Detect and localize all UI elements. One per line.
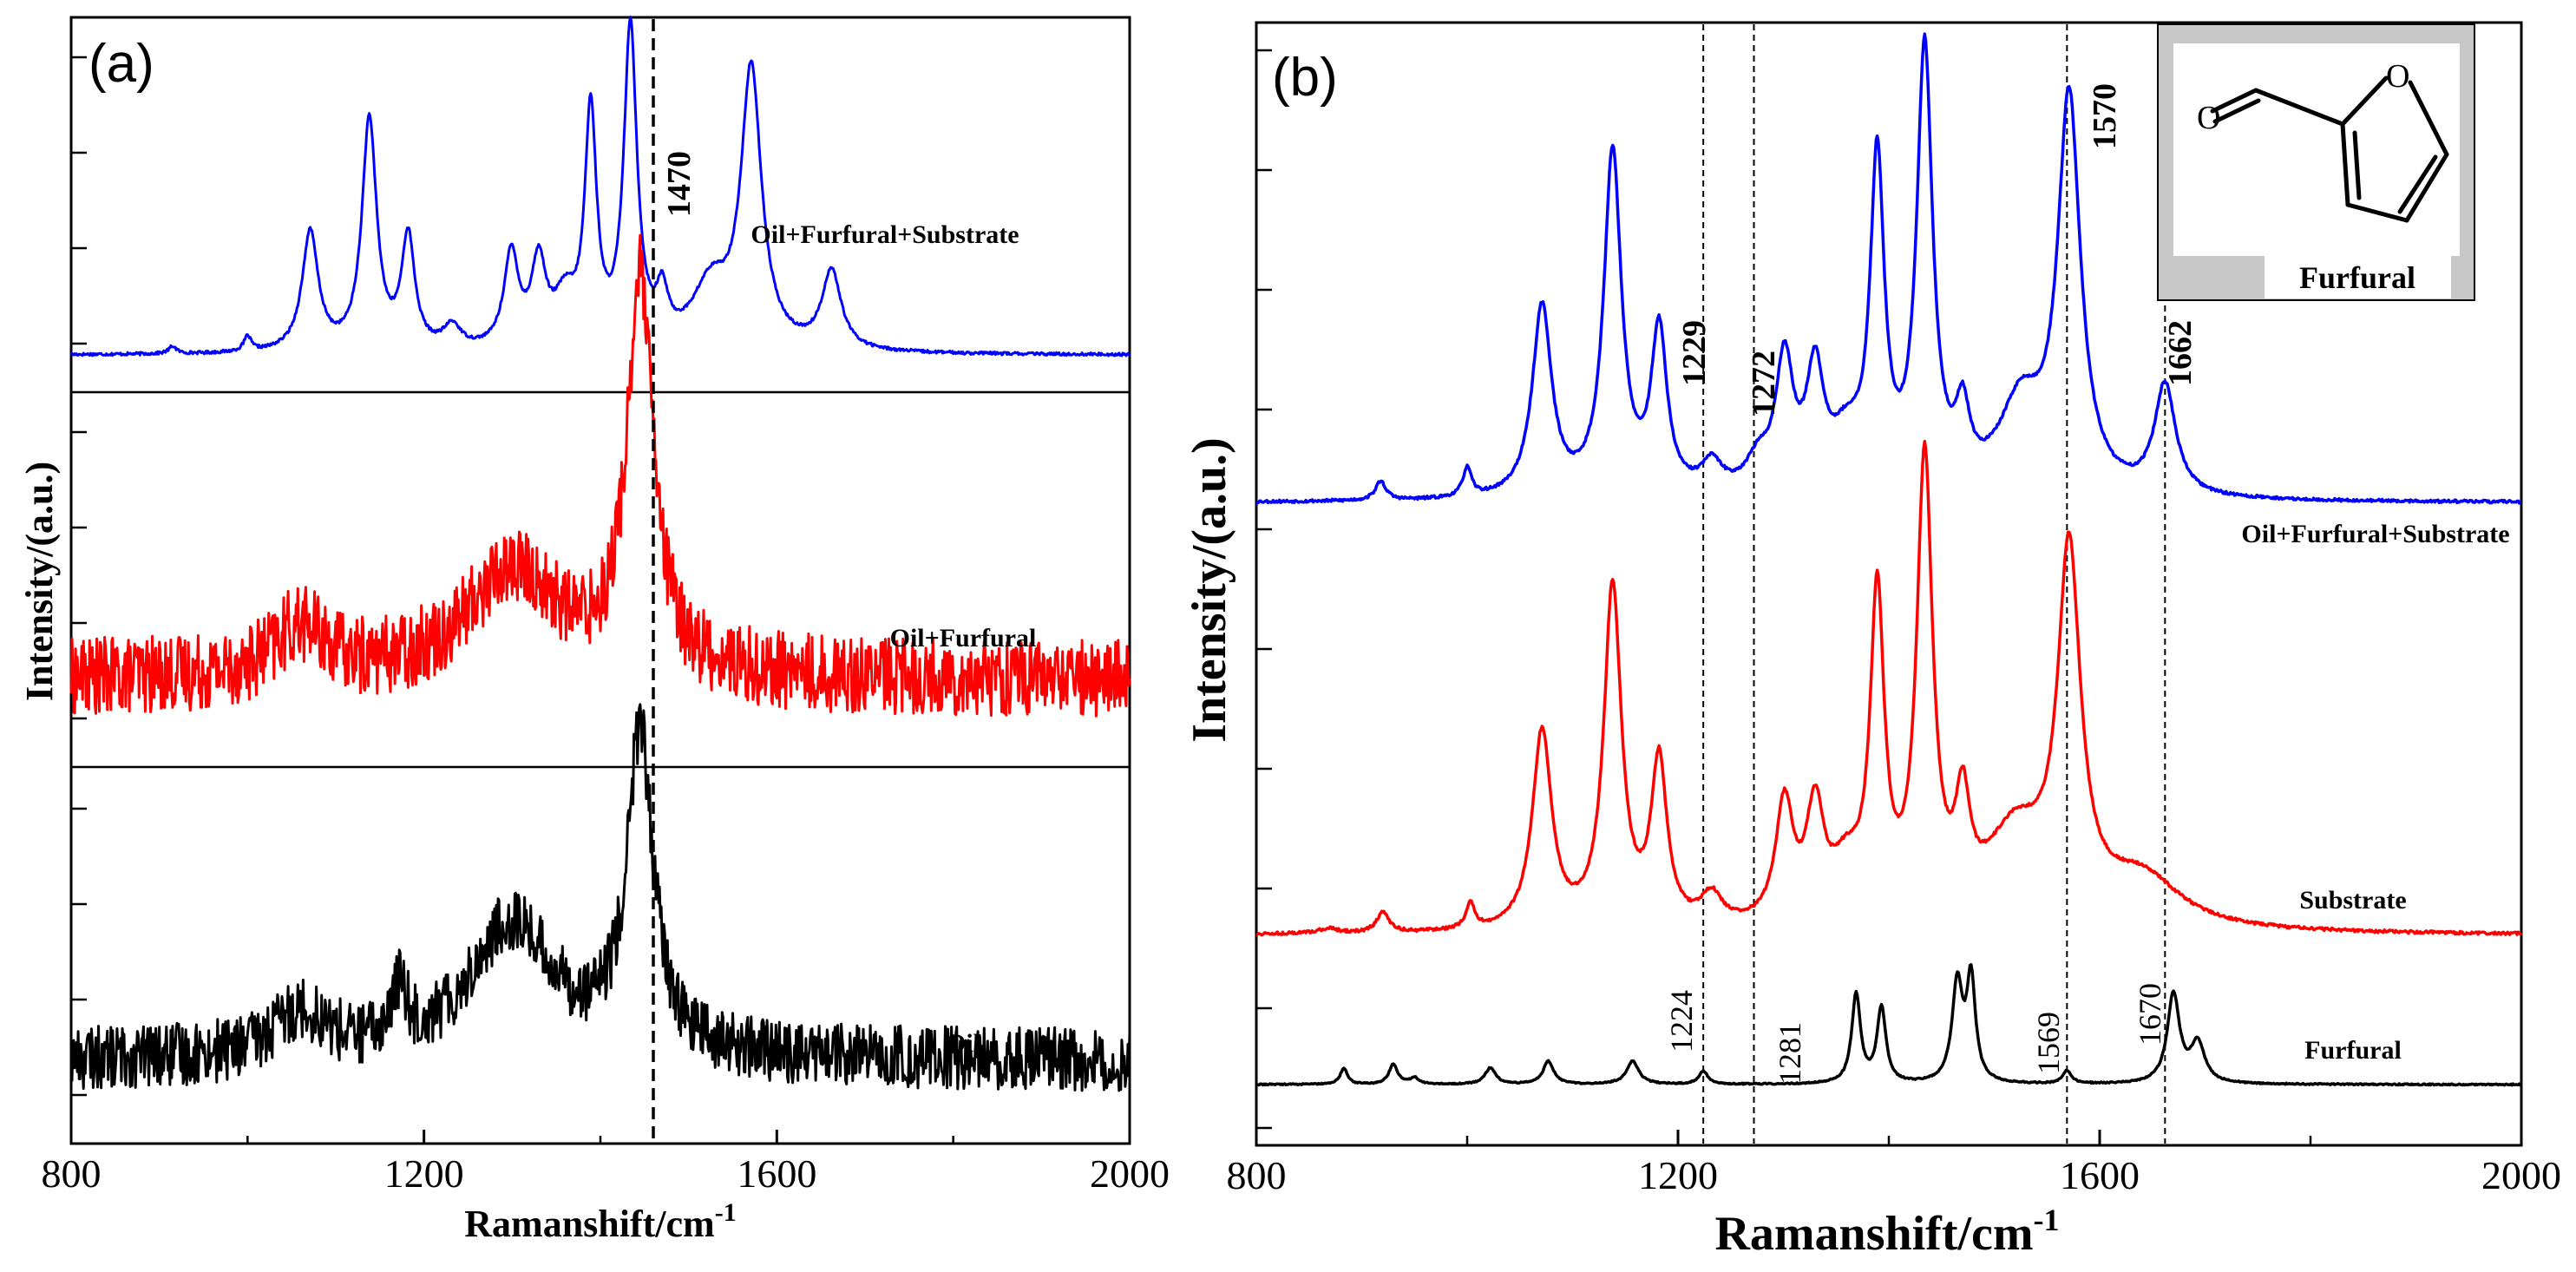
panel-b-series-label-furfural: Furfural: [2304, 1036, 2402, 1065]
panel-a-series-label-oil-furfural-substrate: Oil+Furfural+Substrate: [751, 220, 1019, 249]
panel-b-series-substrate: [1255, 439, 2523, 937]
panel-b-peak-label-1670: 1670: [2133, 983, 2167, 1046]
panel-b-peak-label-1281: 1281: [1773, 1022, 1807, 1085]
panel-b: 800 1200 1600 2000 (b) Oil+Furfural+Substra…: [1183, 21, 2562, 1261]
panel-a-series-oil-furfural: [69, 233, 1131, 718]
panel-a: 800 1200 1600 2000 (a) Oil+Furfural+Substra…: [18, 16, 1170, 1245]
panel-a-series-label-oil-furfural: Oil+Furfural: [890, 624, 1037, 652]
panel-a-series: [69, 16, 1131, 1092]
panel-a-series-oil-furfural-substrate: [69, 16, 1131, 357]
panel-b-x-axis-title: Ramanshift/cm-1: [1714, 1203, 2059, 1261]
panel-b-peak-label-1272: 1272: [1746, 351, 1782, 416]
panel-b-ticks: [1255, 49, 2523, 1145]
panel-b-series-oil-furfural-substrate: [1255, 32, 2522, 505]
panel-b-series-furfural: [1255, 963, 2523, 1087]
inset-oxygen-label-aldehyde: O: [2197, 100, 2220, 136]
panel-a-x-tick-label-1600: 1600: [737, 1151, 816, 1196]
inset-label-box: [2265, 255, 2451, 298]
panel-b-x-axis-title-sup: -1: [2034, 1203, 2060, 1237]
panel-a-x-tick-label-800: 800: [42, 1151, 102, 1196]
panel-b-x-tick-label-1200: 1200: [1638, 1153, 1718, 1197]
panel-b-peak-label-1570: 1570: [2087, 83, 2123, 149]
panel-a-series-oil: [69, 703, 1131, 1092]
panel-b-peak-label-1229: 1229: [1676, 320, 1713, 386]
panel-a-x-axis-title: Ramanshift/cm-1: [464, 1198, 736, 1245]
panel-a-y-axis-title: Intensity/(a.u.): [18, 462, 61, 701]
panel-b-series: [1255, 32, 2523, 1087]
panel-b-y-axis-title: Intensity/(a.u.): [1183, 437, 1236, 743]
furfural-structure-inset: O O Furfural: [2157, 23, 2475, 301]
inset-oxygen-label-ring: O: [2386, 58, 2409, 95]
panel-b-label: (b): [1272, 48, 1338, 108]
panel-b-series-label-oil-furfural-substrate: Oil+Furfural+Substrate: [2241, 520, 2509, 548]
panel-b-x-tick-label-800: 800: [1227, 1153, 1287, 1197]
inset-label: Furfural: [2299, 260, 2415, 295]
panel-b-x-tick-label-1600: 1600: [2060, 1153, 2140, 1197]
panel-b-marker-lines: [1702, 24, 2166, 1144]
panel-a-x-tick-label-1200: 1200: [384, 1151, 464, 1196]
panel-a-peak-label-1470: 1470: [661, 151, 698, 217]
panel-a-x-tick-labels: 800 1200 1600 2000: [42, 1151, 1170, 1196]
panel-a-x-tick-label-2000: 2000: [1090, 1151, 1170, 1196]
panel-b-peak-label-1569: 1569: [2031, 1012, 2066, 1074]
panel-b-series-label-substrate: Substrate: [2299, 886, 2406, 915]
panel-b-peak-label-1662: 1662: [2162, 320, 2199, 386]
panel-a-ticks: [69, 56, 1131, 1144]
panel-a-x-axis-title-sup: -1: [715, 1198, 737, 1227]
inset-structure-area: [2173, 43, 2460, 256]
panel-a-label: (a): [88, 34, 154, 94]
panel-b-x-tick-labels: 800 1200 1600 2000: [1227, 1153, 2562, 1197]
panel-b-peak-label-1224: 1224: [1664, 990, 1699, 1052]
furfural-molecule-drawing: [2210, 75, 2449, 223]
panel-a-x-axis-title-base: Ramanshift/cm: [464, 1203, 714, 1245]
panel-a-series-label-oil: Oil: [946, 1029, 980, 1058]
panel-b-x-axis-title-base: Ramanshift/cm: [1714, 1207, 2033, 1261]
panel-b-x-tick-label-2000: 2000: [2481, 1153, 2561, 1197]
